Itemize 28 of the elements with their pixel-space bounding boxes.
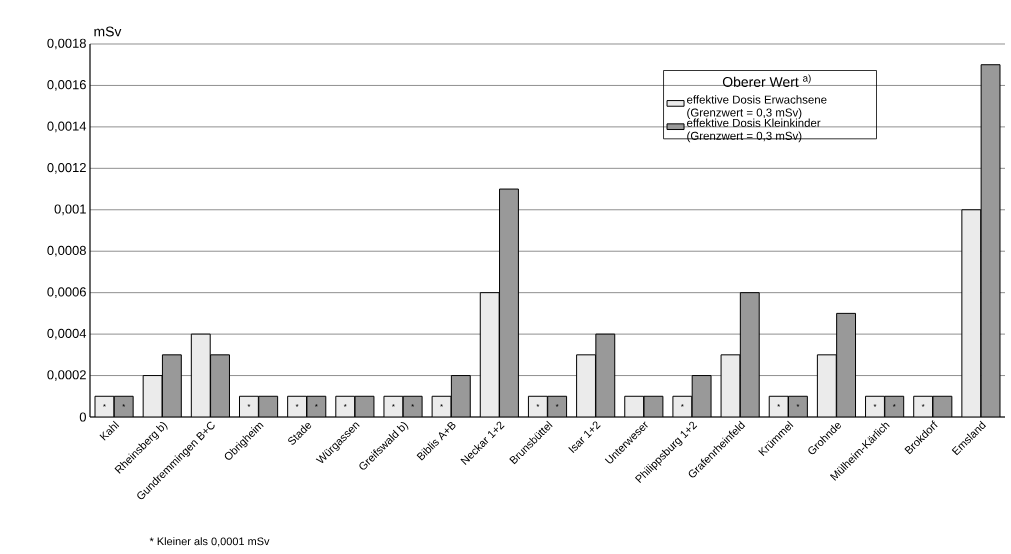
legend-label: effektive Dosis Erwachsene (Grenzwert = 0,3 mSv) bbox=[687, 95, 827, 119]
bar bbox=[162, 354, 182, 417]
bar bbox=[576, 354, 596, 417]
legend-title: Oberer Wert $^{a)}$ bbox=[722, 74, 811, 87]
y-tick-label: 0,0006 bbox=[47, 287, 86, 299]
y-tick-label: 0,0002 bbox=[47, 370, 86, 381]
bar bbox=[210, 354, 230, 417]
y-tick-label: 0,0012 bbox=[47, 162, 86, 174]
y-tick-label: 0,0014 bbox=[47, 121, 87, 133]
x-tick-label: Isar 1+2 bbox=[568, 421, 601, 454]
y-tick-label: 0,0008 bbox=[47, 245, 86, 257]
bar bbox=[961, 209, 982, 417]
bar bbox=[480, 292, 500, 417]
text: * Kleiner als 0,0001 mSv bbox=[149, 537, 270, 547]
bar bbox=[451, 375, 471, 417]
y-tick-label: 0,001 bbox=[54, 204, 86, 216]
bar bbox=[191, 334, 211, 417]
y-tick-label: 0,0004 bbox=[47, 328, 87, 340]
legend-label: effektive Dosis Kleinkinder (Grenzwert = 0,3 mSv) bbox=[687, 118, 821, 143]
bar bbox=[980, 64, 1001, 417]
y-tick-label: 0 bbox=[79, 412, 86, 422]
bar bbox=[740, 292, 760, 417]
bar bbox=[499, 189, 519, 417]
y-axis-title: mSv bbox=[94, 26, 122, 37]
y-tick-label: 0,0018 bbox=[47, 38, 86, 50]
bar bbox=[836, 313, 856, 417]
y-tick-label: 0,0016 bbox=[47, 80, 86, 91]
bar bbox=[817, 354, 837, 417]
